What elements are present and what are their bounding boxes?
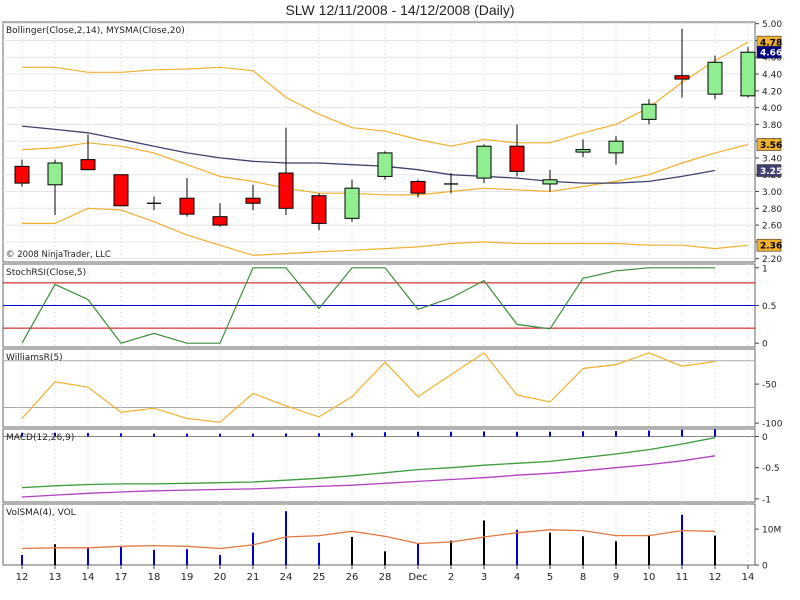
x-tick-label: 12 bbox=[709, 572, 722, 583]
macd-tick-label: -1 bbox=[762, 495, 771, 505]
x-tick-label: 28 bbox=[379, 572, 392, 583]
macd-panel-label: MACD(12,26,9) bbox=[6, 433, 74, 443]
stochrsi-line bbox=[21, 267, 715, 344]
x-tick-label: 12 bbox=[16, 572, 29, 583]
williamsr-tick-label: -100 bbox=[762, 420, 783, 430]
candle-body bbox=[674, 75, 690, 80]
panel-frame-price bbox=[2, 21, 756, 263]
candle-body bbox=[80, 159, 96, 171]
candle-body bbox=[14, 165, 30, 184]
price-tick-label: 2.80 bbox=[762, 205, 782, 215]
x-tick-label: Dec bbox=[408, 572, 427, 583]
candle-body bbox=[179, 197, 195, 215]
stochrsi-tick-label: 0.5 bbox=[762, 302, 776, 312]
bollinger-mid-line bbox=[21, 142, 749, 196]
x-tick-label: 18 bbox=[148, 572, 161, 583]
candle-body bbox=[509, 145, 525, 172]
x-tick-label: 5 bbox=[547, 572, 553, 583]
x-tick-label: 25 bbox=[313, 572, 326, 583]
candle-body bbox=[641, 103, 657, 120]
candle-body bbox=[47, 162, 63, 186]
x-tick-label: 13 bbox=[49, 572, 62, 583]
x-tick-label: 20 bbox=[214, 572, 227, 583]
chart-title: SLW 12/11/2008 - 14/12/2008 (Daily) bbox=[285, 2, 515, 18]
value-badge bbox=[756, 238, 782, 252]
price-tick-label: 4.40 bbox=[762, 71, 782, 81]
price-panel-label: Bollinger(Close,2,14), MYSMA(Close,20) bbox=[6, 26, 185, 36]
x-tick-label: 19 bbox=[181, 572, 194, 583]
x-tick-label: 11 bbox=[676, 572, 689, 583]
x-tick-label: 17 bbox=[115, 572, 128, 583]
value-badge-label: 3.56 bbox=[760, 141, 782, 151]
candle-body bbox=[212, 216, 228, 226]
stochrsi-tick-label: 0 bbox=[762, 340, 768, 350]
volume-panel-label: VolSMA(4), VOL bbox=[6, 508, 76, 518]
panel-frame-williamsr bbox=[2, 348, 756, 428]
macd-signal-line bbox=[21, 455, 716, 498]
macd-tick-label: -0.5 bbox=[762, 464, 780, 474]
price-tick-label: 3.00 bbox=[762, 188, 782, 198]
candle-body bbox=[410, 180, 426, 194]
stochrsi-panel-label: StochRSI(Close,5) bbox=[6, 268, 86, 278]
volsma-line bbox=[21, 529, 716, 550]
x-tick-label: 10 bbox=[643, 572, 656, 583]
price-tick-label: 2.20 bbox=[762, 255, 782, 265]
price-tick-label: 3.40 bbox=[762, 154, 782, 164]
x-tick-label: 4 bbox=[514, 572, 520, 583]
sma-line bbox=[21, 125, 716, 184]
candle-body bbox=[542, 179, 558, 185]
value-badge-label: 4.78 bbox=[760, 39, 782, 49]
candle-body bbox=[344, 187, 360, 219]
stochrsi-tick-label: 1 bbox=[762, 264, 768, 274]
x-tick-label: 26 bbox=[346, 572, 359, 583]
value-badge bbox=[756, 45, 782, 59]
x-tick-label: 8 bbox=[580, 572, 586, 583]
candle-body bbox=[245, 197, 261, 204]
candle-body bbox=[476, 145, 492, 179]
value-badge-label: 2.36 bbox=[760, 242, 782, 252]
price-tick-label: 2.60 bbox=[762, 222, 782, 232]
price-tick-label: 3.80 bbox=[762, 121, 782, 131]
panel-frame-macd bbox=[2, 428, 756, 503]
panel-frame-volume bbox=[2, 503, 756, 566]
copyright-label: © 2008 NinjaTrader, LLC bbox=[6, 250, 111, 260]
bollinger-lower-line bbox=[22, 207, 749, 256]
candle-body bbox=[278, 172, 294, 209]
candle-body bbox=[311, 195, 327, 224]
bollinger-upper-line bbox=[22, 41, 749, 147]
x-tick-label: 21 bbox=[247, 572, 260, 583]
williamsr-line bbox=[21, 352, 716, 423]
candle-body bbox=[740, 51, 756, 97]
x-tick-label: 9 bbox=[613, 572, 619, 583]
macd-line bbox=[21, 437, 716, 489]
volume-tick-label: 0 bbox=[762, 562, 768, 572]
candle-body bbox=[377, 152, 393, 177]
x-tick-label: 14 bbox=[742, 572, 755, 583]
value-badge-label: 4.66 bbox=[760, 49, 782, 59]
candle-body bbox=[608, 140, 624, 154]
x-tick-label: 2 bbox=[448, 572, 454, 583]
value-badge bbox=[756, 138, 782, 151]
williamsr-panel-label: WilliamsR(5) bbox=[6, 353, 63, 363]
value-badge bbox=[756, 164, 782, 177]
macd-tick-label: 0 bbox=[762, 433, 768, 443]
price-tick-label: 4.00 bbox=[762, 104, 782, 114]
candle-body bbox=[707, 61, 723, 95]
volume-tick-label: 10M bbox=[762, 526, 781, 536]
x-tick-label: 3 bbox=[481, 572, 487, 583]
price-tick-label: 4.60 bbox=[762, 54, 782, 64]
price-tick-label: 5.00 bbox=[762, 20, 782, 30]
x-tick-label: 24 bbox=[280, 572, 293, 583]
candle-body bbox=[113, 174, 129, 207]
williamsr-tick-label: -50 bbox=[762, 381, 777, 391]
value-badge-label: 3.25 bbox=[760, 167, 782, 177]
candle-body bbox=[575, 149, 591, 153]
price-tick-label: 4.20 bbox=[762, 87, 782, 97]
x-tick-label: 14 bbox=[82, 572, 95, 583]
